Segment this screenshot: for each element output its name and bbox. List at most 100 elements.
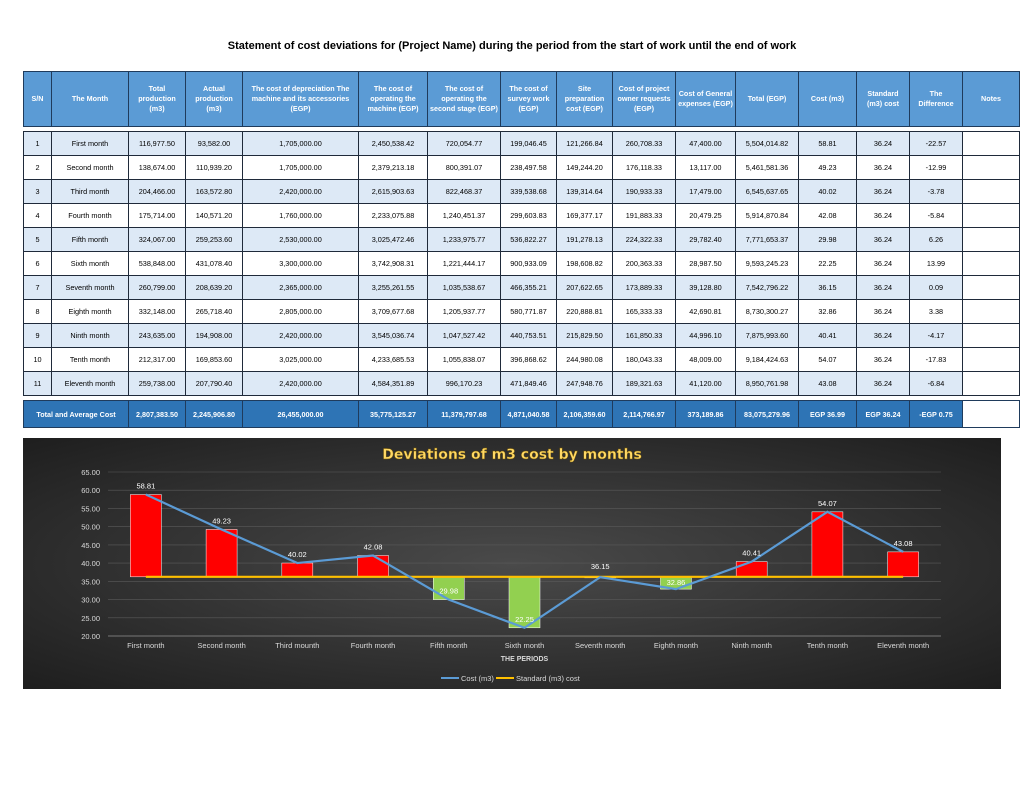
table-cell: 207,622.65 [556,275,613,300]
table-cell: 36.24 [856,203,910,228]
table-cell: 0.09 [909,275,963,300]
data-label: 29.98 [439,587,458,596]
table-cell: Seventh month [51,275,129,300]
table-cell: 208,639.20 [185,275,243,300]
table-cell: 1,233,975.77 [427,227,501,252]
table-cell: 36.24 [856,179,910,204]
report-title: Statement of cost deviations for (Projec… [227,40,797,52]
table-cell: 1 [23,131,52,156]
deviation-bar [508,576,541,629]
table-cell: 198,608.82 [556,251,613,276]
table-cell: 207,790.40 [185,371,243,396]
table-cell: -12.99 [909,155,963,180]
column-header: The Month [51,71,129,127]
table-cell: 8 [23,299,52,324]
table-cell: 163,572.80 [185,179,243,204]
table-cell: 339,538.68 [500,179,557,204]
table-row: 9 Ninth month 243,635.00 194,908.00 2,420,00… [23,323,1020,348]
total-cell: 35,775,125.27 [358,400,428,428]
data-label: 32.86 [667,578,686,587]
x-tick-label: Fourth month [351,641,396,650]
table-cell: 36.24 [856,371,910,396]
table-cell: 800,391.07 [427,155,501,180]
chart-canvas: Deviations of m3 cost by months 20.00 25.0… [81,447,941,683]
table-cell: 259,253.60 [185,227,243,252]
table-cell: 900,933.09 [500,251,557,276]
table-cell: -3.78 [909,179,963,204]
table-cell: 36.24 [856,347,910,372]
table-cell: 11 [23,371,52,396]
table-cell: 299,603.83 [500,203,557,228]
column-header: The cost of operating the machine (EGP) [358,71,428,127]
table-cell: 47,400.00 [675,131,736,156]
table-cell: 260,799.00 [128,275,186,300]
table-cell: 224,322.33 [612,227,676,252]
column-header: S/N [23,71,52,127]
table-cell: 36.24 [856,251,910,276]
data-label: 22.25 [515,615,534,624]
table-cell: 324,067.00 [128,227,186,252]
table-cell: Ninth month [51,323,129,348]
table-cell: 5 [23,227,52,252]
table-cell: 1,240,451.37 [427,203,501,228]
column-header: Cost of project owner requests (EGP) [612,71,676,127]
table-cell: 36.24 [856,275,910,300]
y-tick-label: 45.00 [81,541,100,550]
notes-cell [962,347,1020,372]
x-tick-label: Fifth month [430,641,468,650]
column-header: Site preparation cost (EGP) [556,71,613,127]
table-cell: 996,170.23 [427,371,501,396]
cost-line [145,493,904,630]
deviation-bar [205,529,238,578]
table-row: 5 Fifth month 324,067.00 259,253.60 2,530,00… [23,227,1020,252]
table-row: 8 Eighth month 332,148.00 265,718.40 2,805,0… [23,299,1020,324]
table-cell: -4.17 [909,323,963,348]
table-cell: 13,117.00 [675,155,736,180]
table-cell: 7,542,796.22 [735,275,799,300]
table-cell: 2,420,000.00 [242,179,359,204]
table-cell: 1,205,937.77 [427,299,501,324]
total-cell: 11,379,797.68 [427,400,501,428]
table-cell: 39,128.80 [675,275,736,300]
table-cell: 720,054.77 [427,131,501,156]
column-header: The cost of operating the second stage (… [427,71,501,127]
table-cell: 8,950,761.98 [735,371,799,396]
total-cell: 2,106,359.60 [556,400,613,428]
table-cell: 1,055,838.07 [427,347,501,372]
table-cell: 3,742,908.31 [358,251,428,276]
total-cell: 4,871,040.58 [500,400,557,428]
table-cell: 2,420,000.00 [242,371,359,396]
column-header: Total production (m3) [128,71,186,127]
total-cell: EGP 36.99 [798,400,857,428]
column-header: The cost of survey work (EGP) [500,71,557,127]
notes-cell [962,275,1020,300]
table-cell: -6.84 [909,371,963,396]
notes-cell [962,371,1020,396]
deviation-bar [735,561,768,578]
y-tick-label: 20.00 [81,632,100,641]
y-tick-label: 35.00 [81,577,100,586]
deviation-bar [281,562,314,578]
notes-cell [962,299,1020,324]
table-cell: 7,771,653.37 [735,227,799,252]
table-cell: 3,545,036.74 [358,323,428,348]
table-cell: 36.24 [856,155,910,180]
table-cell: Eighth month [51,299,129,324]
column-header: Standard (m3) cost [856,71,910,127]
x-tick-label: Sixth month [505,641,545,650]
column-header: Cost of General expenses (EGP) [675,71,736,127]
table-cell: 116,977.50 [128,131,186,156]
table-cell: 180,043.33 [612,347,676,372]
table-cell: 2,365,000.00 [242,275,359,300]
table-cell: 29.98 [798,227,857,252]
table-cell: 110,939.20 [185,155,243,180]
table-cell: 40.41 [798,323,857,348]
table-cell: 6.26 [909,227,963,252]
notes-cell [962,179,1020,204]
table-row: 1 First month 116,977.50 93,582.00 1,705,000… [23,131,1020,156]
table-cell: 2,379,213.18 [358,155,428,180]
total-cell: -EGP 0.75 [909,400,963,428]
data-label: 54.07 [818,499,837,508]
table-cell: 260,708.33 [612,131,676,156]
total-cell: EGP 36.24 [856,400,910,428]
